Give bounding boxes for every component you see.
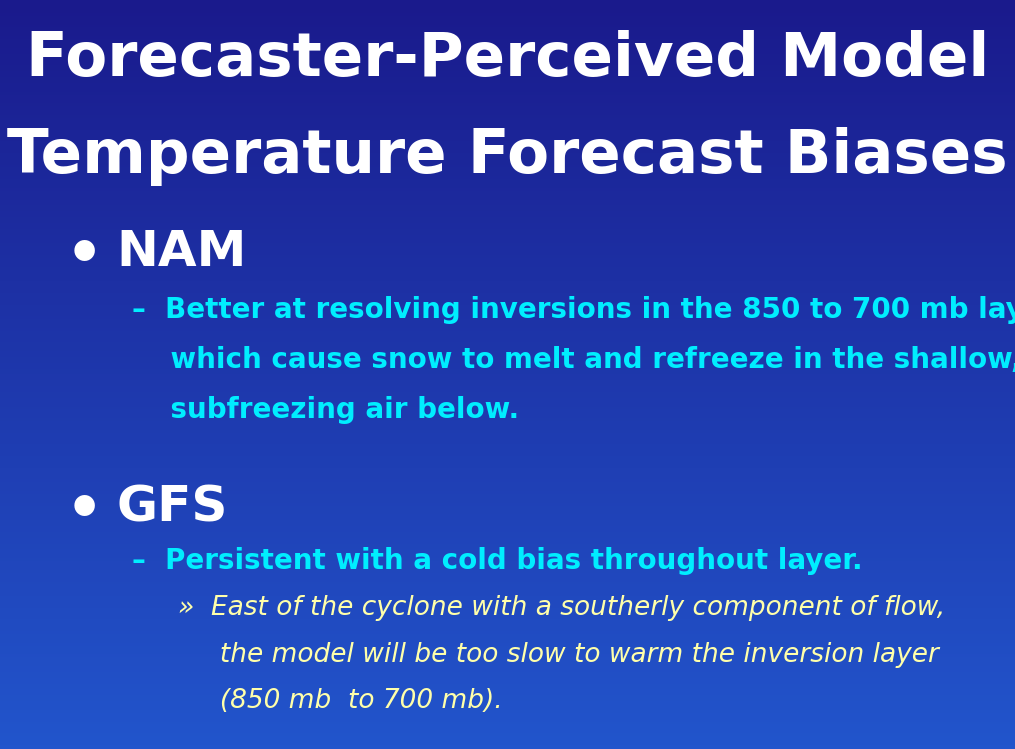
Text: GFS: GFS [117, 483, 228, 531]
Text: which cause snow to melt and refreeze in the shallow,: which cause snow to melt and refreeze in… [132, 346, 1015, 374]
Text: »  East of the cyclone with a southerly component of flow,: » East of the cyclone with a southerly c… [178, 595, 945, 622]
Text: the model will be too slow to warm the inversion layer: the model will be too slow to warm the i… [178, 642, 939, 668]
Text: (850 mb  to 700 mb).: (850 mb to 700 mb). [178, 688, 502, 715]
Text: •: • [66, 483, 104, 540]
Text: NAM: NAM [117, 228, 247, 276]
Text: –  Better at resolving inversions in the 850 to 700 mb layer,: – Better at resolving inversions in the … [132, 296, 1015, 324]
Text: Forecaster-Perceived Model: Forecaster-Perceived Model [25, 30, 990, 89]
Text: subfreezing air below.: subfreezing air below. [132, 396, 519, 424]
Text: –  Persistent with a cold bias throughout layer.: – Persistent with a cold bias throughout… [132, 547, 863, 574]
Text: •: • [66, 228, 104, 285]
Text: Temperature Forecast Biases: Temperature Forecast Biases [7, 127, 1008, 187]
